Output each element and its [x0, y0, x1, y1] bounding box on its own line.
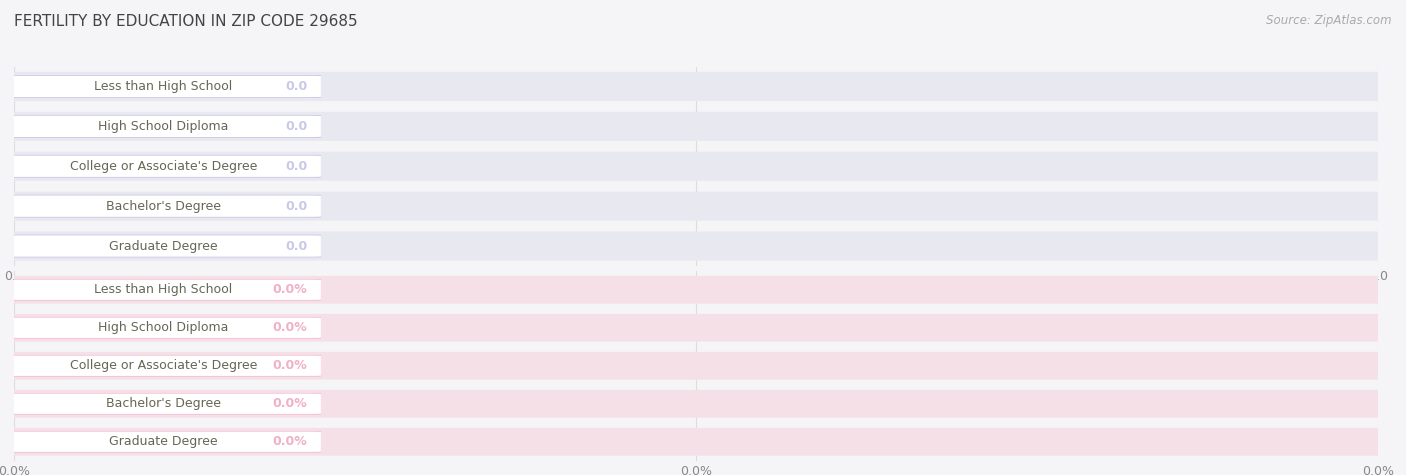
FancyBboxPatch shape	[7, 355, 321, 377]
Text: College or Associate's Degree: College or Associate's Degree	[70, 359, 257, 372]
FancyBboxPatch shape	[7, 155, 321, 178]
FancyBboxPatch shape	[7, 428, 1385, 456]
Text: 0.0: 0.0	[285, 160, 308, 173]
Text: Less than High School: Less than High School	[94, 80, 232, 93]
Text: 0.0%: 0.0%	[273, 283, 308, 296]
Text: 0.0%: 0.0%	[273, 321, 308, 334]
Text: 0.0%: 0.0%	[273, 435, 308, 448]
FancyBboxPatch shape	[6, 195, 321, 217]
Text: Less than High School: Less than High School	[94, 283, 232, 296]
Text: FERTILITY BY EDUCATION IN ZIP CODE 29685: FERTILITY BY EDUCATION IN ZIP CODE 29685	[14, 14, 357, 29]
FancyBboxPatch shape	[7, 235, 321, 257]
FancyBboxPatch shape	[7, 393, 321, 415]
Text: High School Diploma: High School Diploma	[98, 321, 229, 334]
FancyBboxPatch shape	[7, 352, 1385, 380]
Text: Graduate Degree: Graduate Degree	[110, 239, 218, 253]
Text: Bachelor's Degree: Bachelor's Degree	[105, 200, 221, 213]
Text: 0.0: 0.0	[285, 239, 308, 253]
FancyBboxPatch shape	[7, 75, 321, 98]
FancyBboxPatch shape	[6, 356, 321, 376]
FancyBboxPatch shape	[6, 318, 321, 338]
FancyBboxPatch shape	[6, 76, 321, 97]
FancyBboxPatch shape	[6, 280, 321, 300]
FancyBboxPatch shape	[7, 115, 321, 138]
FancyBboxPatch shape	[7, 195, 321, 218]
Text: Graduate Degree: Graduate Degree	[110, 435, 218, 448]
FancyBboxPatch shape	[6, 155, 321, 177]
Text: 0.0%: 0.0%	[273, 359, 308, 372]
Text: College or Associate's Degree: College or Associate's Degree	[70, 160, 257, 173]
FancyBboxPatch shape	[7, 276, 1385, 304]
Text: 0.0: 0.0	[285, 200, 308, 213]
FancyBboxPatch shape	[7, 72, 1385, 101]
Text: Source: ZipAtlas.com: Source: ZipAtlas.com	[1267, 14, 1392, 27]
FancyBboxPatch shape	[6, 432, 321, 452]
FancyBboxPatch shape	[6, 394, 321, 414]
FancyBboxPatch shape	[7, 279, 321, 301]
FancyBboxPatch shape	[7, 431, 321, 453]
Text: Bachelor's Degree: Bachelor's Degree	[105, 397, 221, 410]
FancyBboxPatch shape	[7, 191, 1385, 221]
Text: 0.0: 0.0	[285, 80, 308, 93]
FancyBboxPatch shape	[7, 231, 1385, 261]
FancyBboxPatch shape	[7, 390, 1385, 418]
FancyBboxPatch shape	[6, 115, 321, 137]
FancyBboxPatch shape	[6, 235, 321, 257]
Text: 0.0%: 0.0%	[273, 397, 308, 410]
FancyBboxPatch shape	[7, 112, 1385, 141]
FancyBboxPatch shape	[7, 317, 321, 339]
FancyBboxPatch shape	[7, 314, 1385, 342]
Text: 0.0: 0.0	[285, 120, 308, 133]
Text: High School Diploma: High School Diploma	[98, 120, 229, 133]
FancyBboxPatch shape	[7, 152, 1385, 181]
